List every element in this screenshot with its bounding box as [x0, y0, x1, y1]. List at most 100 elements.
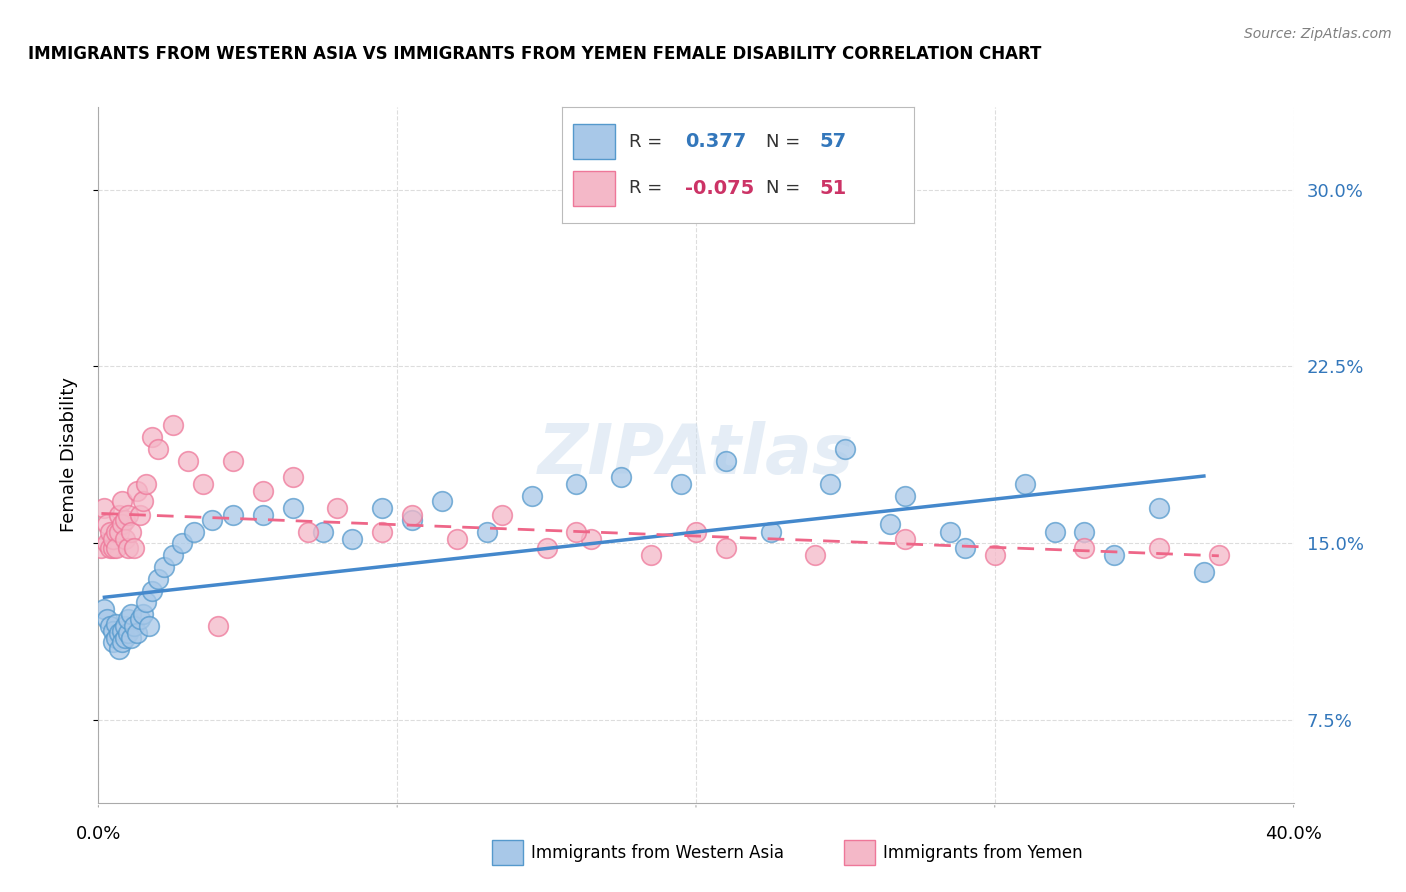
Point [141, 583, 163, 598]
Point [103, 532, 125, 546]
Point [135, 477, 157, 491]
Text: R =: R = [630, 179, 662, 197]
Point [90, 541, 112, 555]
Point [117, 626, 139, 640]
Point [117, 612, 139, 626]
Point [669, 477, 692, 491]
Point [183, 524, 205, 539]
Text: 57: 57 [818, 132, 846, 152]
Point [141, 430, 163, 444]
Text: N =: N = [766, 179, 800, 197]
Point [108, 508, 131, 522]
Point [311, 524, 333, 539]
Text: 51: 51 [818, 178, 846, 198]
Point [1073, 541, 1095, 555]
Point [894, 532, 917, 546]
Point [879, 517, 901, 532]
Point [108, 524, 131, 539]
Point [98, 524, 122, 539]
Point [581, 532, 603, 546]
Point [111, 517, 134, 532]
Point [222, 508, 245, 522]
Point [191, 477, 214, 491]
Point [565, 477, 588, 491]
Point [127, 484, 149, 499]
Point [120, 607, 142, 621]
Point [177, 454, 200, 468]
Text: 40.0%: 40.0% [1265, 825, 1322, 843]
Point [103, 541, 125, 555]
Point [475, 524, 498, 539]
Point [114, 513, 136, 527]
Point [135, 595, 157, 609]
Text: -0.075: -0.075 [686, 178, 755, 198]
Point [565, 524, 588, 539]
Point [108, 642, 131, 657]
Point [103, 635, 125, 649]
FancyBboxPatch shape [574, 124, 616, 159]
Point [111, 494, 134, 508]
Point [252, 484, 274, 499]
Point [117, 508, 139, 522]
Point [1104, 548, 1126, 562]
Point [1073, 524, 1095, 539]
Point [430, 494, 453, 508]
Point [111, 635, 134, 649]
Point [640, 548, 662, 562]
Point [103, 624, 125, 638]
Point [491, 508, 513, 522]
Point [132, 607, 155, 621]
Point [132, 494, 155, 508]
Text: 0.0%: 0.0% [76, 825, 121, 843]
Point [252, 508, 274, 522]
Point [371, 524, 394, 539]
Point [105, 524, 128, 539]
Point [326, 500, 349, 515]
Point [114, 619, 136, 633]
FancyBboxPatch shape [574, 171, 616, 206]
Point [984, 548, 1007, 562]
Point [342, 532, 364, 546]
Point [281, 500, 304, 515]
Point [120, 631, 142, 645]
Text: R =: R = [630, 133, 662, 151]
Point [105, 616, 128, 631]
Point [108, 626, 131, 640]
Point [834, 442, 856, 456]
Point [446, 532, 468, 546]
Point [120, 524, 142, 539]
Point [610, 470, 633, 484]
Point [297, 524, 319, 539]
Point [222, 454, 245, 468]
Text: ZIPAtlas: ZIPAtlas [538, 421, 853, 489]
Point [172, 536, 194, 550]
Point [939, 524, 962, 539]
Point [98, 619, 122, 633]
Text: Source: ZipAtlas.com: Source: ZipAtlas.com [1244, 27, 1392, 41]
Point [1208, 548, 1230, 562]
Point [1043, 524, 1066, 539]
Point [98, 541, 122, 555]
Point [536, 541, 558, 555]
Point [894, 489, 917, 503]
Text: IMMIGRANTS FROM WESTERN ASIA VS IMMIGRANTS FROM YEMEN FEMALE DISABILITY CORRELAT: IMMIGRANTS FROM WESTERN ASIA VS IMMIGRAN… [28, 45, 1042, 62]
Point [148, 572, 170, 586]
Point [129, 508, 152, 522]
Point [96, 536, 118, 550]
Point [96, 517, 118, 532]
Point [105, 631, 128, 645]
Point [714, 454, 737, 468]
Point [129, 612, 152, 626]
Point [820, 477, 842, 491]
Point [127, 626, 149, 640]
Point [207, 619, 229, 633]
Point [96, 612, 118, 626]
Point [138, 619, 160, 633]
Point [401, 513, 423, 527]
Point [124, 619, 146, 633]
Text: Immigrants from Western Asia: Immigrants from Western Asia [531, 844, 785, 862]
Point [804, 548, 827, 562]
Point [93, 602, 115, 616]
Text: 0.377: 0.377 [686, 132, 747, 152]
Text: Immigrants from Yemen: Immigrants from Yemen [883, 844, 1083, 862]
